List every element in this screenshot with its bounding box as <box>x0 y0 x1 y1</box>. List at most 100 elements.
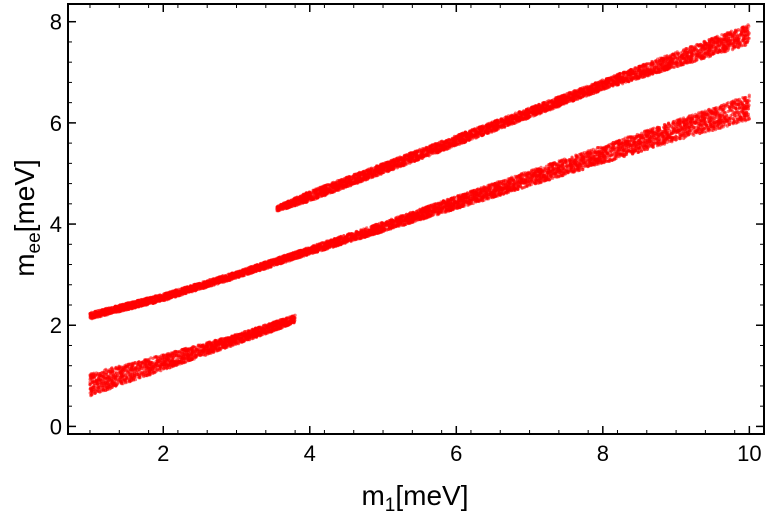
scatter-point <box>93 391 97 395</box>
scatter-point <box>128 379 132 383</box>
scatter-point <box>98 390 102 394</box>
scatter-point <box>138 375 142 379</box>
scatter-point <box>196 343 200 347</box>
scatter-point <box>263 323 267 327</box>
scatter-point <box>150 368 154 372</box>
scatter-point <box>186 354 190 358</box>
scatter-point <box>268 329 272 333</box>
scatter-point <box>255 327 260 331</box>
scatter-point <box>122 378 126 382</box>
scatter-point <box>196 350 200 354</box>
scatter-point <box>102 379 106 383</box>
scatter-point <box>138 365 142 369</box>
scatter-point <box>199 351 203 355</box>
scatter-point <box>205 342 209 346</box>
scatter-point <box>234 338 238 342</box>
scatter-point <box>260 328 264 332</box>
scatter-point <box>176 350 180 354</box>
scatter-point <box>154 362 159 366</box>
scatter-point <box>127 373 131 377</box>
scatter-point <box>211 340 215 345</box>
scatter-point <box>185 351 189 355</box>
scatter-point <box>245 334 250 338</box>
scatter-point <box>96 385 100 389</box>
scatter-point <box>116 380 120 384</box>
scatter-point <box>117 364 121 368</box>
scatter-point <box>194 347 198 351</box>
scatter-point <box>159 369 163 373</box>
scatter-point <box>109 370 113 374</box>
scatter-point <box>228 341 232 345</box>
scatter-point <box>123 364 127 368</box>
scatter-point <box>188 349 192 353</box>
scatter-point <box>129 368 133 372</box>
scatter-point <box>272 322 276 326</box>
band-2 <box>88 93 751 321</box>
scatter-point <box>173 360 177 364</box>
scatter-point <box>171 364 176 368</box>
scatter-point <box>180 356 184 360</box>
scatter-point <box>250 336 254 340</box>
scatter-point <box>193 350 197 354</box>
scatter-point <box>243 330 247 334</box>
scatter-point <box>117 370 122 374</box>
scatter-point <box>92 371 96 375</box>
scatter-point <box>161 357 165 361</box>
scatter-point <box>144 359 148 363</box>
scatter-point <box>158 355 162 359</box>
scatter-point <box>185 357 189 361</box>
scatter-point <box>164 358 168 362</box>
scatter-point <box>90 393 94 397</box>
scatter-point <box>191 355 196 359</box>
scatter-point <box>103 376 107 380</box>
scatter-point <box>110 366 114 370</box>
scatter-point <box>143 362 147 367</box>
scatter-point <box>211 348 215 352</box>
scatter-point <box>145 371 149 375</box>
scatter-point <box>280 326 284 330</box>
scatter-point <box>217 346 222 350</box>
scatter-point <box>130 365 134 369</box>
scatter-point <box>164 366 168 370</box>
scatter-point <box>179 348 183 353</box>
scatter-point <box>95 382 99 386</box>
scatter-point <box>89 376 93 380</box>
scatter-point <box>154 354 158 359</box>
scatter-point <box>228 338 233 342</box>
scatter-point <box>88 387 92 391</box>
scatter-point <box>125 368 129 372</box>
scatter-point <box>167 358 171 363</box>
scatter-point <box>150 360 154 364</box>
scatter-point <box>98 372 102 376</box>
scatter-point <box>205 348 209 352</box>
scatter-point <box>191 345 195 349</box>
scatter-point <box>128 362 132 366</box>
scatter-point <box>242 333 246 337</box>
scatter-point <box>139 371 143 375</box>
scatter-point <box>175 363 179 367</box>
scatter-point <box>113 380 117 384</box>
scatter-point <box>220 337 224 341</box>
scatter-point <box>91 385 95 389</box>
scatter-point <box>147 362 151 366</box>
scatter-point <box>102 370 106 374</box>
scatter-point <box>119 375 123 379</box>
scatter-point <box>90 380 94 385</box>
scatter-point <box>122 369 126 373</box>
scatter-point <box>238 333 242 337</box>
scatter-point <box>250 328 254 332</box>
scatter-point <box>272 328 276 332</box>
scatter-point <box>148 373 152 377</box>
scatter-point <box>152 365 156 369</box>
scatter-point <box>135 372 139 376</box>
scatter-point <box>134 365 138 370</box>
scatter-point <box>108 384 112 388</box>
scatter-point <box>97 376 101 380</box>
scatter-point <box>286 321 291 325</box>
scatter-point <box>235 334 239 338</box>
scatter-point <box>168 353 173 357</box>
scatter-point <box>136 360 141 364</box>
scatter-point <box>115 373 119 377</box>
scatter-point <box>132 375 136 379</box>
band-1 <box>88 313 297 398</box>
